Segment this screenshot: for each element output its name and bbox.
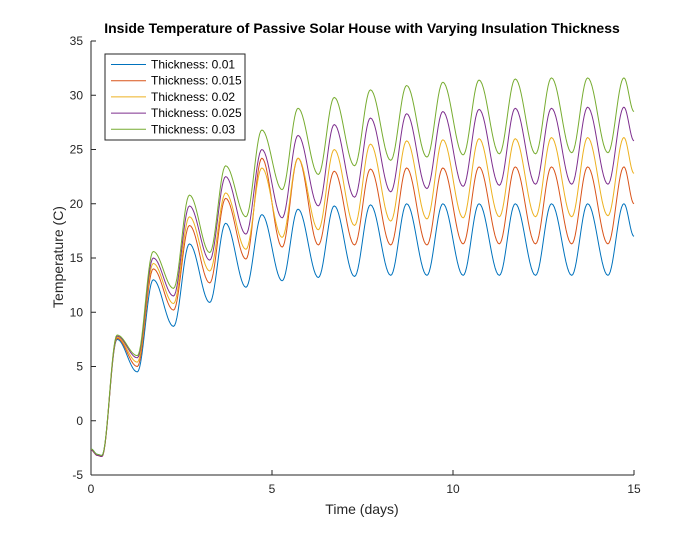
chart-title: Inside Temperature of Passive Solar Hous… bbox=[104, 20, 620, 36]
series-line-2 bbox=[90, 157, 635, 458]
legend-label-4: Thickness: 0.025 bbox=[151, 106, 242, 120]
series-line-5 bbox=[90, 77, 635, 456]
y-tick-label: 5 bbox=[76, 360, 83, 374]
series-line-4 bbox=[90, 106, 635, 458]
y-tick-label: 15 bbox=[70, 251, 84, 265]
plot-area: 0 5 10 15 -5 0 5 10 15 20 25 30 35 bbox=[70, 34, 641, 496]
x-tick-label: 15 bbox=[627, 482, 641, 496]
x-tick-label: 5 bbox=[269, 482, 276, 496]
y-tick-label: 35 bbox=[70, 34, 84, 48]
legend-label-3: Thickness: 0.02 bbox=[151, 90, 235, 104]
y-tick-label: 30 bbox=[70, 88, 84, 102]
legend-label-1: Thickness: 0.01 bbox=[151, 58, 235, 72]
legend-label-2: Thickness: 0.015 bbox=[151, 74, 242, 88]
y-tick-label: 0 bbox=[76, 414, 83, 428]
y-tick-label: 10 bbox=[70, 305, 84, 319]
y-tick-label: -5 bbox=[72, 468, 83, 482]
series-line-1 bbox=[90, 203, 635, 456]
legend-label-5: Thickness: 0.03 bbox=[151, 122, 235, 136]
y-tick-label: 25 bbox=[70, 143, 84, 157]
y-axis-label: Temperature (C) bbox=[50, 206, 66, 308]
y-tick-label: 20 bbox=[70, 197, 84, 211]
legend: Thickness: 0.01 Thickness: 0.015 Thickness… bbox=[104, 53, 246, 141]
x-tick-label: 0 bbox=[88, 482, 95, 496]
x-tick-label: 10 bbox=[446, 482, 460, 496]
series-line-3 bbox=[90, 137, 635, 458]
x-axis-label: Time (days) bbox=[325, 501, 398, 517]
